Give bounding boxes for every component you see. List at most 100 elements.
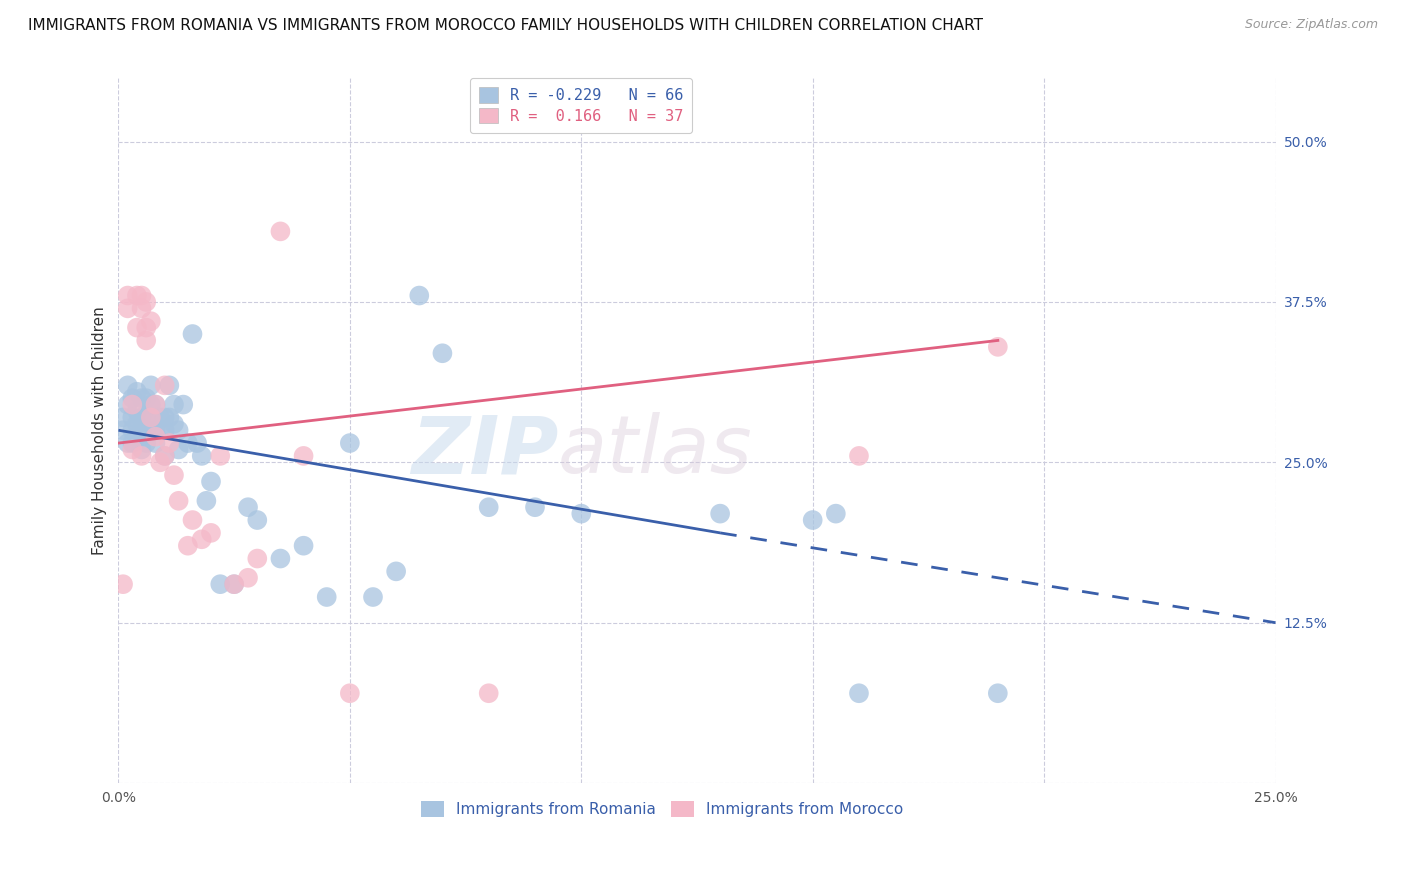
Point (131, 449, 153, 463)
Point (153, 410, 176, 425)
Point (186, 436, 208, 450)
Point (163, 417, 186, 431)
Point (131, 442, 153, 457)
Point (125, 320, 148, 334)
Point (246, 551, 269, 566)
Point (339, 436, 361, 450)
Point (125, 430, 148, 444)
Point (121, 398, 143, 412)
Point (117, 288, 139, 302)
Point (209, 449, 232, 463)
Point (385, 565, 408, 579)
Point (478, 500, 501, 515)
Point (153, 423, 176, 437)
Point (269, 551, 291, 566)
Point (131, 410, 153, 425)
Text: Source: ZipAtlas.com: Source: ZipAtlas.com (1244, 18, 1378, 31)
Point (139, 410, 162, 425)
Point (139, 314, 162, 328)
Point (848, 686, 870, 700)
Point (292, 539, 315, 553)
Point (145, 430, 167, 444)
Point (709, 507, 731, 521)
Point (125, 404, 148, 418)
Legend: Immigrants from Romania, Immigrants from Morocco: Immigrants from Romania, Immigrants from… (413, 794, 911, 825)
Point (125, 288, 148, 302)
Point (269, 224, 291, 238)
Point (121, 436, 143, 450)
Point (117, 378, 139, 392)
Point (131, 288, 153, 302)
Point (157, 378, 180, 392)
Point (112, 577, 135, 591)
Point (361, 590, 384, 604)
Point (167, 442, 190, 457)
Point (131, 301, 153, 316)
Point (121, 442, 143, 457)
Point (112, 423, 135, 437)
Text: atlas: atlas (558, 412, 752, 491)
Point (209, 577, 232, 591)
Point (181, 513, 204, 527)
Point (135, 410, 157, 425)
Point (478, 686, 501, 700)
Point (145, 423, 167, 437)
Point (801, 513, 824, 527)
Point (172, 398, 194, 412)
Point (177, 436, 200, 450)
Point (524, 500, 547, 515)
Point (131, 423, 153, 437)
Point (987, 340, 1010, 354)
Point (200, 475, 222, 489)
Point (163, 398, 186, 412)
Point (135, 391, 157, 405)
Point (339, 686, 361, 700)
Point (139, 378, 162, 392)
Point (135, 423, 157, 437)
Text: ZIP: ZIP (411, 412, 558, 491)
Point (145, 398, 167, 412)
Point (149, 423, 172, 437)
Point (153, 378, 176, 392)
Point (149, 410, 172, 425)
Point (408, 288, 430, 302)
Point (135, 436, 157, 450)
Point (125, 417, 148, 431)
Point (149, 455, 172, 469)
Text: IMMIGRANTS FROM ROMANIA VS IMMIGRANTS FROM MOROCCO FAMILY HOUSEHOLDS WITH CHILDR: IMMIGRANTS FROM ROMANIA VS IMMIGRANTS FR… (28, 18, 983, 33)
Point (163, 468, 186, 483)
Point (292, 449, 315, 463)
Point (224, 577, 246, 591)
Point (112, 410, 135, 425)
Point (224, 577, 246, 591)
Point (167, 493, 190, 508)
Point (153, 449, 176, 463)
Y-axis label: Family Households with Children: Family Households with Children (93, 306, 107, 555)
Point (167, 423, 190, 437)
Point (181, 326, 204, 341)
Point (131, 391, 153, 405)
Point (569, 507, 592, 521)
Point (236, 571, 259, 585)
Point (135, 320, 157, 334)
Point (157, 436, 180, 450)
Point (200, 525, 222, 540)
Point (236, 500, 259, 515)
Point (190, 533, 212, 547)
Point (195, 493, 218, 508)
Point (135, 334, 157, 348)
Point (824, 507, 846, 521)
Point (145, 398, 167, 412)
Point (117, 436, 139, 450)
Point (145, 436, 167, 450)
Point (125, 384, 148, 399)
Point (117, 301, 139, 316)
Point (153, 449, 176, 463)
Point (117, 398, 139, 412)
Point (246, 513, 269, 527)
Point (315, 590, 337, 604)
Point (432, 346, 454, 360)
Point (848, 449, 870, 463)
Point (987, 686, 1010, 700)
Point (131, 430, 153, 444)
